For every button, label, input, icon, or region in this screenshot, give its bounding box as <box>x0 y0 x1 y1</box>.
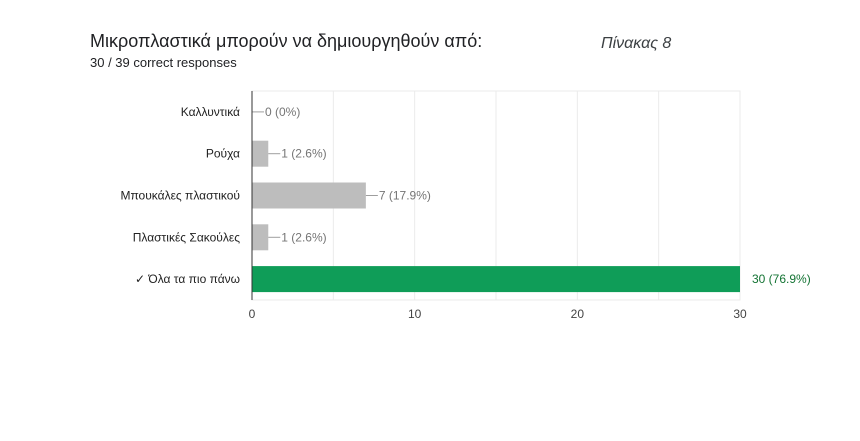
category-label: ✓ Όλα τα πιο πάνω <box>135 272 240 286</box>
data-label: 0 (0%) <box>265 105 300 119</box>
response-count: 30 / 39 correct responses <box>90 55 237 70</box>
category-label: Πλαστικές Σακούλες <box>133 230 240 244</box>
x-tick-label: 0 <box>249 307 256 321</box>
bar <box>252 182 366 209</box>
x-tick-label: 10 <box>408 307 422 321</box>
chart-title: Μικροπλαστικά μπορούν να δημιουργηθούν α… <box>90 31 483 51</box>
category-label: Ρούχα <box>206 147 240 161</box>
data-label: 1 (2.6%) <box>281 230 326 244</box>
data-label: 30 (76.9%) <box>752 272 811 286</box>
bar <box>252 140 269 167</box>
data-label: 1 (2.6%) <box>281 147 326 161</box>
category-label: Καλλυντικά <box>181 105 240 119</box>
bar <box>252 224 269 251</box>
x-tick-label: 20 <box>571 307 585 321</box>
data-label: 7 (17.9%) <box>379 189 431 203</box>
table-caption: Πίνακας 8 <box>601 35 672 52</box>
x-tick-label: 30 <box>733 307 747 321</box>
category-label: Μπουκάλες πλαστικού <box>120 189 240 203</box>
bar <box>252 266 740 293</box>
